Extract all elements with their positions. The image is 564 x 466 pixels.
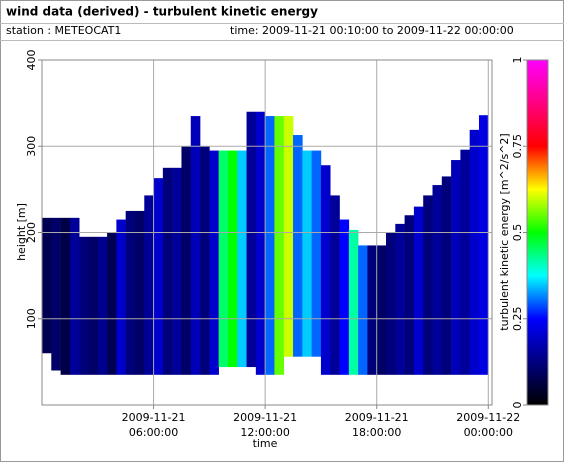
heatmap-cell	[209, 150, 219, 375]
heatmap-cell	[60, 217, 71, 375]
heatmap-cell	[320, 165, 331, 375]
heatmap-cell	[79, 236, 89, 375]
heatmap-cell	[339, 219, 350, 375]
colorbar-tick-label: 0.5	[511, 224, 524, 242]
colorbar-tick-label: 1	[511, 57, 524, 64]
heatmap-cell	[367, 245, 378, 375]
heatmap-cell	[218, 150, 229, 368]
heatmap-cell	[237, 150, 247, 368]
heatmap-cell	[162, 167, 173, 375]
y-tick-label: 300	[25, 136, 38, 157]
colorbar	[526, 59, 549, 406]
y-tick-label: 100	[25, 308, 38, 329]
heatmap-cell	[478, 115, 489, 375]
heatmap-cell	[125, 210, 136, 375]
heatmap-cell	[460, 149, 470, 375]
heatmap-cell	[144, 195, 154, 375]
heatmap-cell	[116, 219, 126, 375]
x-tick-label: 2009-11-21 12:00:00	[233, 411, 297, 439]
heatmap-cell	[51, 217, 61, 371]
x-tick-label: 2009-11-21 18:00:00	[345, 411, 409, 439]
heatmap-cell	[330, 195, 340, 375]
heatmap-cell	[302, 150, 312, 357]
heatmap-cell	[386, 232, 396, 375]
heatmap-cell	[200, 146, 210, 375]
heatmap-cell	[265, 116, 275, 375]
heatmap-cell	[181, 146, 192, 375]
x-tick-label: 2009-11-22 00:00:00	[456, 411, 520, 439]
colorbar-tick-label: 0.25	[511, 307, 524, 332]
heatmap-cell	[348, 229, 359, 375]
heatmap-cell	[255, 111, 266, 375]
heatmap-cell	[293, 135, 303, 357]
heatmap-cell	[227, 150, 238, 368]
time-range: time: 2009-11-21 00:10:00 to 2009-11-22 …	[230, 24, 514, 37]
heatmap-cell	[42, 217, 52, 354]
y-tick-label: 200	[25, 222, 38, 243]
heatmap-cell	[395, 223, 405, 375]
heatmap-cell	[404, 215, 415, 375]
heatmap-cell	[172, 167, 182, 375]
heatmap-cell	[246, 111, 257, 368]
heatmap-cell	[469, 129, 480, 375]
station: station : METEOCAT1	[6, 24, 121, 37]
colorbar-label: turbulent kinetic energy [m^2/s^2]	[498, 133, 511, 330]
heatmap-cell	[190, 116, 201, 375]
heatmap-cell	[97, 236, 108, 375]
heatmap-cell	[311, 150, 322, 357]
heatmap-cell	[376, 245, 387, 375]
y-tick-label: 400	[25, 50, 38, 71]
y-axis-label: height [m]	[15, 203, 28, 261]
heatmap-cell	[274, 116, 285, 375]
heatmap-cell	[358, 245, 368, 375]
heatmap-cell	[413, 206, 424, 375]
colorbar-tick-label: 0	[511, 402, 524, 409]
heatmap-cell	[451, 160, 461, 375]
heatmap-cell	[441, 176, 452, 375]
heatmap-cell	[423, 195, 433, 375]
heatmap-cell	[432, 185, 443, 375]
x-axis-label: time	[253, 437, 278, 450]
colorbar-tick-label: 0.75	[511, 134, 524, 159]
heatmap-cell	[107, 232, 117, 375]
title: wind data (derived) - turbulent kinetic …	[6, 5, 318, 19]
heatmap-cell	[283, 116, 294, 357]
x-tick-label: 2009-11-21 06:00:00	[122, 411, 186, 439]
heatmap-cell	[69, 217, 80, 375]
heatmap-cell	[153, 178, 164, 375]
heatmap-cell	[88, 236, 99, 375]
heatmap-cell	[134, 210, 145, 375]
